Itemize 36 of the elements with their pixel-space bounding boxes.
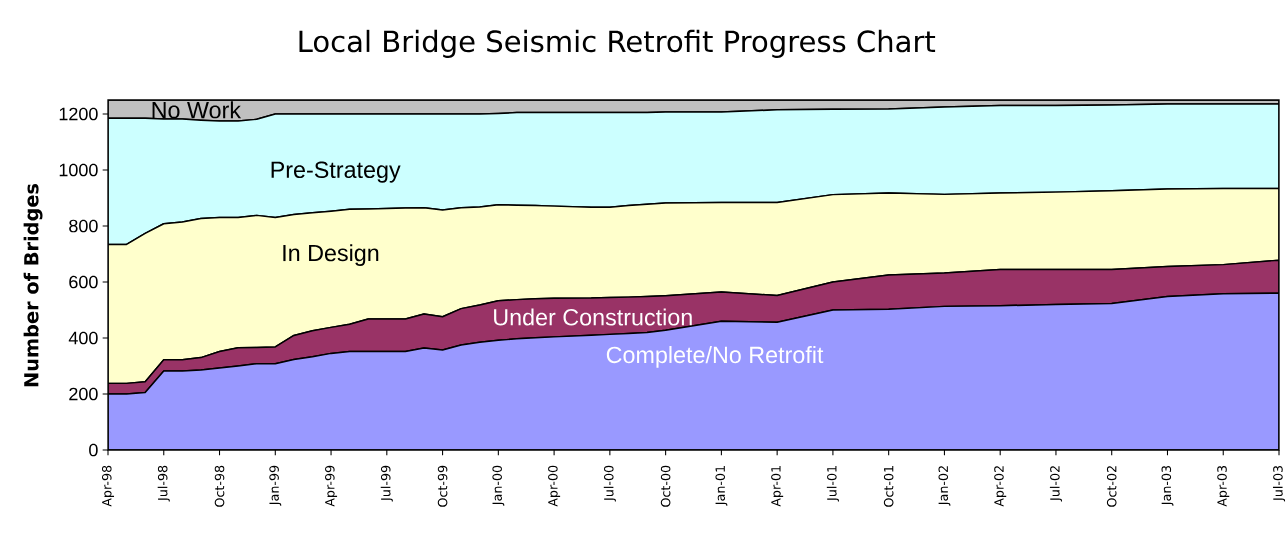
y-tick-label: 0 — [89, 443, 98, 457]
series-label: Pre-Strategy — [271, 161, 401, 183]
x-tick-label: Apr-03 — [1217, 465, 1230, 507]
x-tick-label: Jul-00 — [603, 465, 616, 502]
y-tick-label: 800 — [69, 219, 98, 233]
y-tick-label: 400 — [68, 331, 98, 345]
x-tick-label: Jul-99 — [380, 465, 393, 502]
x-tick-label: Oct-00 — [660, 465, 671, 507]
x-tick-label: Oct-01 — [883, 466, 894, 507]
x-tick-label: Jul-98 — [157, 465, 170, 502]
x-tick-label: Jan-99 — [269, 465, 282, 506]
x-tick-label: Apr-02 — [994, 466, 1007, 507]
x-tick-label: Oct-02 — [1106, 466, 1117, 507]
series-label: Complete/No Retrofit — [606, 346, 824, 368]
x-tick-label: Jan-03 — [1161, 465, 1174, 506]
x-tick-label: Jul-03 — [1272, 465, 1286, 502]
series-label: No Work — [152, 101, 242, 119]
x-tick-label: Jul-01 — [826, 466, 839, 502]
x-tick-label: Apr-01 — [771, 466, 784, 507]
y-axis-title: Number of Bridges — [23, 183, 43, 387]
x-tick-label: Apr-98 — [101, 465, 115, 507]
x-tick-label: Jul-02 — [1049, 466, 1063, 502]
y-tick-label: 1200 — [59, 107, 98, 121]
x-tick-label: Jan-00 — [492, 465, 505, 506]
chart-title: Local Bridge Seismic Retrofit Progress Chart — [299, 29, 936, 58]
series-label: Under Construction — [494, 308, 692, 326]
y-tick-label: 600 — [69, 275, 98, 289]
y-tick-label: 200 — [69, 387, 98, 401]
x-tick-label: Oct-99 — [437, 465, 448, 507]
x-tick-label: Apr-99 — [325, 465, 338, 507]
x-tick-label: Jan-01 — [715, 466, 728, 506]
y-tick-label: 1000 — [59, 163, 98, 177]
x-tick-label: Jan-02 — [938, 466, 951, 506]
x-tick-label: Oct-98 — [214, 465, 225, 507]
series-label: In Design — [283, 244, 379, 266]
x-tick-label: Apr-00 — [548, 465, 561, 507]
